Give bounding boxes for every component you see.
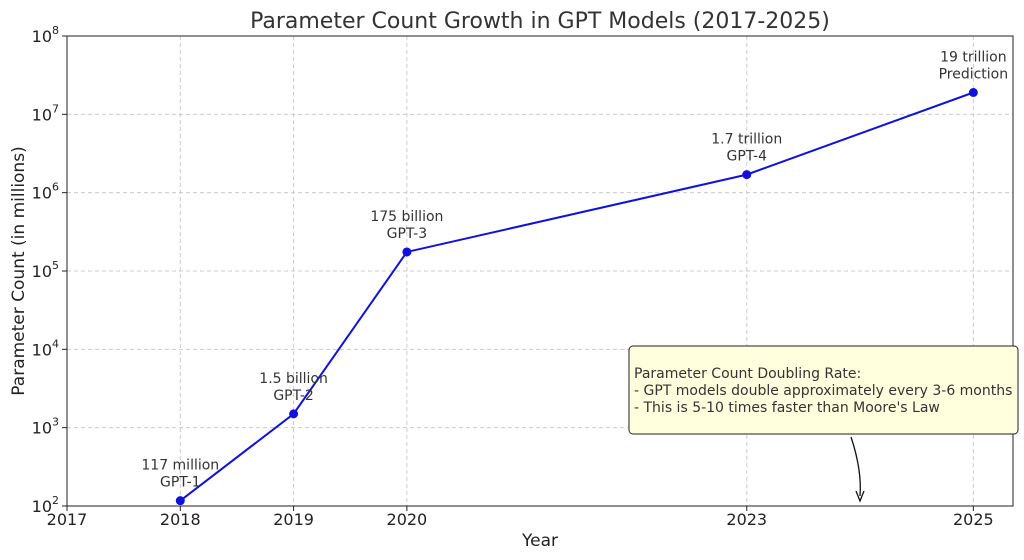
data-label-model: GPT-3 <box>387 226 428 242</box>
x-tick-label: 2023 <box>726 510 767 529</box>
data-label-value: 175 billion <box>370 209 443 225</box>
y-tick-label: 102 <box>32 494 59 516</box>
x-tick-label: 2017 <box>47 510 88 529</box>
y-tick-label: 108 <box>32 24 59 46</box>
data-label-value: 1.7 trillion <box>711 132 782 148</box>
annotation-box: Parameter Count Doubling Rate:- GPT mode… <box>628 345 1019 503</box>
y-axis-label: Parameter Count (in millions) <box>9 146 29 395</box>
y-tick-label: 106 <box>32 181 59 203</box>
x-axis: 2017 2018 2019 2020 2023 2025 <box>47 506 994 529</box>
series-path <box>179 91 974 502</box>
data-label-model: GPT-1 <box>160 475 201 491</box>
y-tick-label: 104 <box>32 337 59 359</box>
y-axis: 102 103 104 105 106 107 108 <box>32 24 67 516</box>
data-label-value: 117 million <box>141 458 219 474</box>
series-line <box>175 87 978 506</box>
note-box <box>628 345 1019 435</box>
y-tick-label: 103 <box>32 416 59 438</box>
note-line: - This is 5-10 times faster than Moore's… <box>634 400 940 416</box>
y-tick-label: 107 <box>32 102 59 124</box>
data-label-value: 1.5 billion <box>259 371 328 387</box>
chart-title: Parameter Count Growth in GPT Models (20… <box>250 9 830 34</box>
data-label-value: 19 trillion <box>940 49 1007 65</box>
data-point <box>175 496 185 506</box>
data-point <box>402 247 412 257</box>
data-point <box>289 409 299 419</box>
note-line: Parameter Count Doubling Rate: <box>634 366 861 382</box>
note-arrow-head <box>855 490 865 503</box>
data-label-model: GPT-2 <box>273 388 314 404</box>
x-tick-label: 2019 <box>273 510 314 529</box>
x-tick-label: 2025 <box>953 510 994 529</box>
y-tick-label: 105 <box>32 259 59 281</box>
data-label-model: GPT-4 <box>726 149 767 165</box>
grid <box>66 35 1013 507</box>
data-point <box>742 170 752 180</box>
data-label-model: Prediction <box>939 66 1009 82</box>
note-arrow-line <box>850 436 861 497</box>
x-axis-label: Year <box>521 531 558 551</box>
note-line: - GPT models double approximately every … <box>634 383 1012 399</box>
data-point <box>968 87 978 97</box>
x-tick-label: 2020 <box>387 510 428 529</box>
x-tick-label: 2018 <box>160 510 201 529</box>
